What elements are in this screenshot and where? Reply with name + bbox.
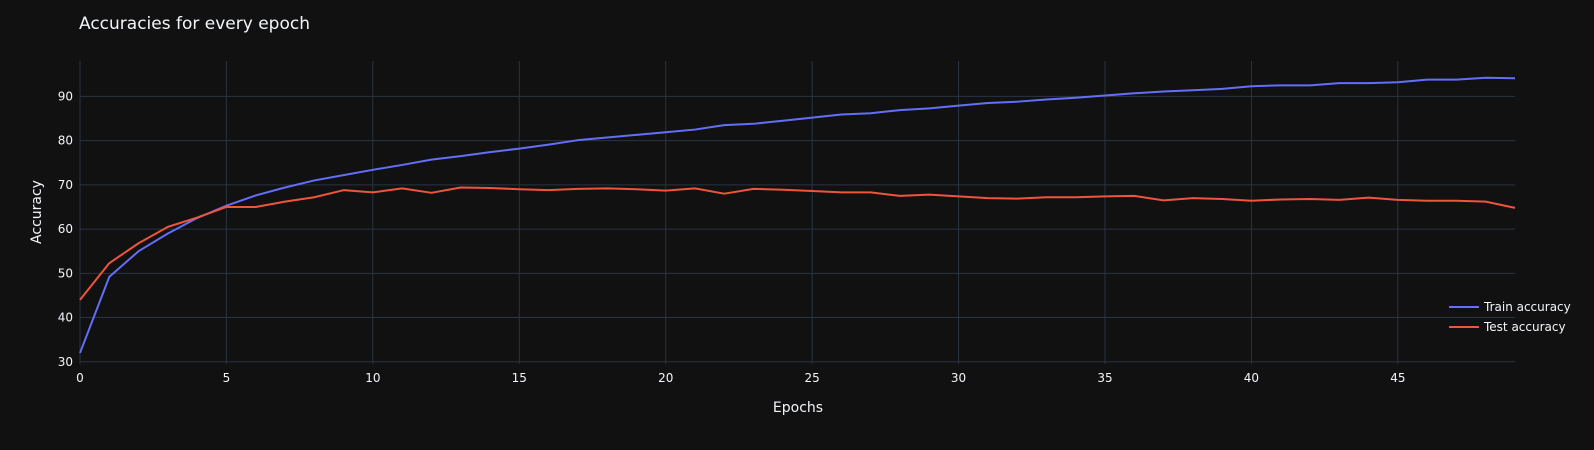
x-tick-label: 35: [1097, 371, 1112, 385]
x-tick-label: 40: [1244, 371, 1259, 385]
y-tick-label: 90: [58, 89, 73, 103]
legend-item-test[interactable]: Test accuracy: [1449, 320, 1566, 334]
y-tick-label: 80: [58, 134, 73, 148]
legend-item-train[interactable]: Train accuracy: [1449, 300, 1571, 314]
y-axis-title: Accuracy: [29, 180, 45, 244]
grid-lines: [79, 61, 1515, 364]
x-tick-label: 10: [365, 371, 380, 385]
series-lines: [79, 76, 1516, 354]
legend[interactable]: Train accuracy Test accuracy: [1449, 300, 1571, 334]
y-axis-ticks: 30 40 50 60 70 80 90: [58, 89, 73, 368]
x-tick-label: 5: [223, 371, 231, 385]
x-tick-label: 30: [951, 371, 966, 385]
y-tick-label: 50: [58, 266, 73, 280]
legend-label-test: Test accuracy: [1483, 320, 1566, 334]
x-tick-label: 45: [1390, 371, 1405, 385]
series-line-train-accuracy: [79, 76, 1516, 354]
x-axis-title: Epochs: [773, 400, 823, 416]
x-tick-label: 25: [805, 371, 820, 385]
x-axis-ticks: 0 5 10 15 20 25 30 35 40 45: [76, 371, 1405, 385]
chart-title: Accuracies for every epoch: [79, 14, 310, 34]
legend-label-train: Train accuracy: [1483, 300, 1571, 314]
x-tick-label: 20: [658, 371, 673, 385]
x-tick-label: 15: [512, 371, 527, 385]
y-tick-label: 70: [58, 178, 73, 192]
series-line-test-accuracy: [79, 186, 1516, 301]
y-tick-label: 60: [58, 222, 73, 236]
x-tick-label: 0: [76, 371, 84, 385]
y-tick-label: 30: [58, 355, 73, 369]
y-tick-label: 40: [58, 311, 73, 325]
